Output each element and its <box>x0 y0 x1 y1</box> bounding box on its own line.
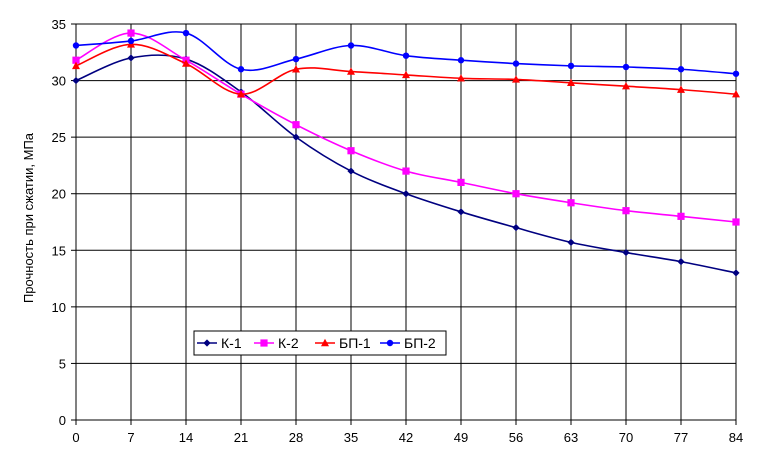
data-point <box>182 29 190 37</box>
data-point <box>732 70 740 77</box>
data-point <box>732 89 740 98</box>
legend-marker <box>203 339 211 347</box>
data-point <box>457 74 465 82</box>
y-tick-label: 0 <box>59 413 66 428</box>
axes: 0 7 14 21 28 35 42 49 56 63 70 77 84 0 5 10 15 20 25 30 35 <box>52 17 744 445</box>
data-point <box>347 67 355 75</box>
data-point <box>512 60 520 67</box>
x-tick-label: 42 <box>399 430 413 445</box>
data-point <box>402 52 410 59</box>
legend-marker <box>260 339 268 347</box>
legend-marker <box>321 338 329 347</box>
x-tick-label: 70 <box>619 430 633 445</box>
data-point <box>72 61 80 70</box>
data-point <box>72 56 80 64</box>
data-point <box>402 167 410 175</box>
data-point <box>567 62 575 70</box>
y-tick-label: 10 <box>52 300 66 315</box>
data-point <box>677 212 685 220</box>
data-point <box>347 147 355 155</box>
data-point <box>237 66 245 73</box>
x-tick-label: 56 <box>509 430 523 445</box>
legend-entry: К-1 <box>197 335 242 351</box>
data-point <box>457 208 465 216</box>
grid <box>75 23 737 421</box>
x-tick-label: 21 <box>234 430 248 445</box>
data-point <box>127 54 135 62</box>
data-point <box>567 238 575 246</box>
x-tick-label: 7 <box>127 430 134 445</box>
data-point <box>677 85 685 93</box>
y-tick-label: 15 <box>52 243 66 258</box>
legend-entry: К-2 <box>254 335 299 351</box>
data-point <box>732 218 740 226</box>
legend-label: К-2 <box>278 335 299 351</box>
data-point <box>402 190 410 198</box>
data-point <box>677 66 685 73</box>
data-point <box>402 70 410 79</box>
data-point <box>292 55 300 63</box>
data-point <box>72 42 80 49</box>
x-tick-label: 77 <box>674 430 688 445</box>
x-tick-label: 0 <box>72 430 79 445</box>
data-point <box>622 248 630 257</box>
data-point <box>292 133 300 141</box>
data-point <box>347 42 355 49</box>
x-tick-label: 14 <box>179 430 193 445</box>
legend-entry: БП-1 <box>315 335 371 351</box>
x-tick-label: 63 <box>564 430 578 445</box>
legend-marker <box>386 339 394 347</box>
data-point <box>567 78 575 87</box>
data-point <box>677 258 685 266</box>
data-point <box>622 207 630 215</box>
y-axis-title: Прочность при сжатии, МПа <box>21 132 36 303</box>
x-tick-label: 28 <box>289 430 303 445</box>
data-point <box>237 89 245 98</box>
data-point <box>457 178 465 186</box>
legend-label: БП-2 <box>404 335 436 351</box>
legend-entry: БП-2 <box>380 335 436 351</box>
data-point <box>622 82 630 90</box>
series-4 <box>72 29 740 77</box>
x-tick-label: 35 <box>344 430 358 445</box>
data-point <box>127 29 135 37</box>
data-point <box>512 224 520 232</box>
legend-label: БП-1 <box>339 335 371 351</box>
y-tick-label: 5 <box>59 356 66 371</box>
y-tick-label: 30 <box>52 74 66 89</box>
y-tick-label: 35 <box>52 17 66 32</box>
data-point <box>292 65 300 73</box>
data-point <box>457 57 465 64</box>
series-3 <box>72 40 740 98</box>
data-point <box>732 269 740 277</box>
series-layer <box>72 29 740 277</box>
data-point <box>567 199 575 207</box>
legend-label: К-1 <box>221 335 242 351</box>
x-tick-label: 49 <box>454 430 468 445</box>
y-tick-label: 20 <box>52 187 66 202</box>
data-point <box>512 75 520 83</box>
data-point <box>127 37 135 45</box>
x-tick-label: 84 <box>729 430 743 445</box>
data-point <box>347 167 355 175</box>
data-point <box>292 121 300 129</box>
y-tick-label: 25 <box>52 130 66 145</box>
data-point <box>72 76 80 85</box>
data-point <box>182 59 190 67</box>
legend: К-1 К-2 БП-1 БП-2 <box>193 330 447 356</box>
data-point <box>512 190 520 198</box>
data-point <box>622 63 630 71</box>
